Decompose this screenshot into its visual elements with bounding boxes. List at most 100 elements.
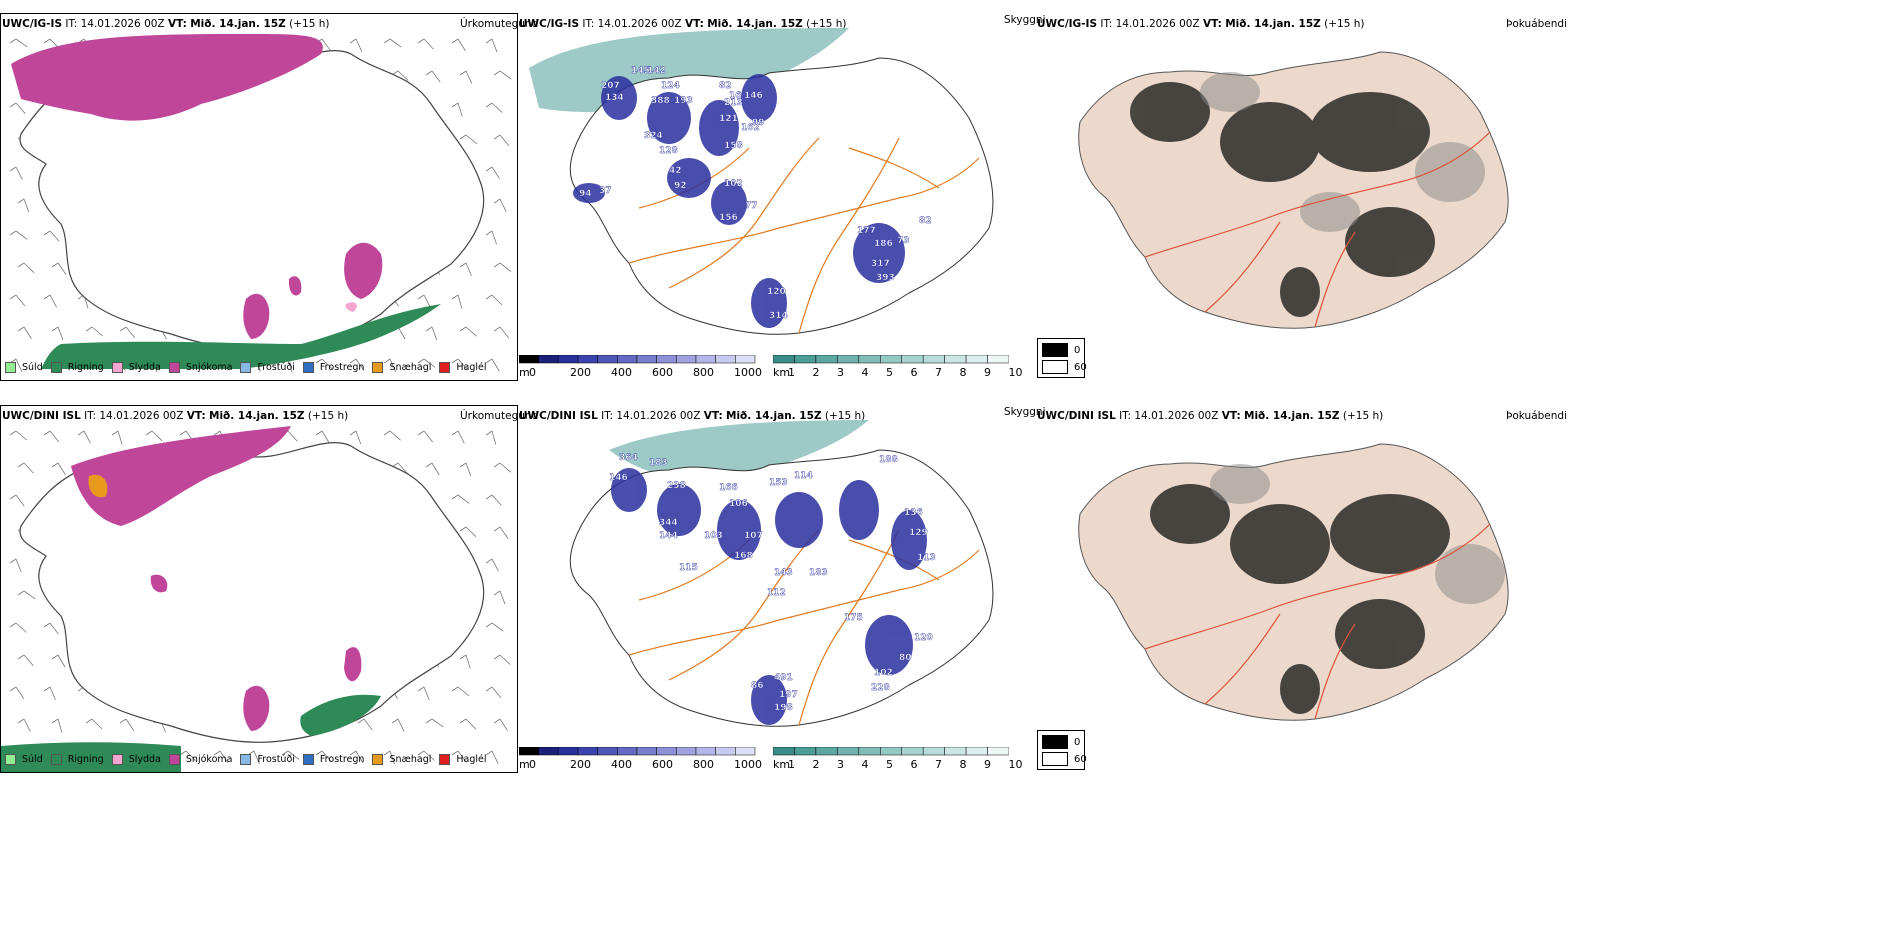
wind-barb-flag (493, 654, 501, 660)
wind-barb-flag (451, 430, 459, 436)
wind-barb-flag (179, 430, 187, 436)
scale-bin (794, 355, 817, 364)
cloud-label: 129 (909, 528, 928, 538)
wind-barb-flag (17, 198, 25, 204)
legend-label: Rigning (67, 362, 104, 373)
wind-barb-flag (357, 718, 365, 724)
wind-barb-flag (485, 358, 493, 364)
wind-barb (431, 326, 438, 341)
wind-barb-flag (349, 38, 357, 44)
cloud-label: 128 (659, 146, 678, 156)
scale-bin (944, 355, 967, 364)
wind-barb-flag (43, 686, 51, 692)
wind-barb-flag (9, 494, 17, 500)
cloud-label: 158 (724, 141, 743, 151)
wind-barb (423, 686, 430, 701)
wind-barb-flag (43, 294, 51, 300)
fog-map-dini (1078, 443, 1509, 721)
scale-bin (837, 747, 860, 756)
wind-barb (491, 558, 499, 572)
wind-barb-flag (459, 262, 467, 268)
wind-barb-flag (383, 430, 391, 436)
wind-barb (287, 750, 300, 760)
scale-bin (597, 355, 618, 364)
cloud-label: 86 (751, 681, 764, 691)
cloud-label: 175 (844, 613, 863, 623)
wind-barb-flag (43, 230, 51, 236)
legend-label: Rigning (67, 754, 104, 765)
wind-barb (15, 166, 23, 180)
wind-barb-flag (315, 750, 323, 756)
wind-barb (491, 750, 499, 764)
wind-barb-flag (485, 558, 493, 564)
snow-area (344, 647, 362, 682)
scale-bin (558, 355, 579, 364)
wind-barb-flag (9, 38, 17, 44)
scale-tick: 5 (886, 758, 893, 771)
wind-barb-flag (43, 38, 51, 44)
scale-tick: 1 (788, 758, 795, 771)
scale-tick: 800 (693, 758, 714, 771)
wind-barb (253, 750, 260, 765)
wind-barb-flag (493, 70, 501, 76)
wind-barb-flag (17, 326, 25, 332)
scale-bin (858, 355, 881, 364)
scale-bin (695, 747, 716, 756)
wind-barb-flag (485, 750, 493, 756)
cloud-label: 156 (719, 213, 738, 223)
cloud-label: 134 (605, 93, 624, 103)
legend-label: Snjókoma (185, 362, 233, 373)
wind-barb (491, 358, 500, 372)
scale-bin (695, 355, 716, 364)
legend-item: Haglél (439, 362, 487, 373)
wind-barb-flag (493, 198, 501, 204)
cloud-label: 80 (899, 653, 912, 663)
cloud-label: 228 (871, 683, 890, 693)
legend-label: Súld (22, 754, 43, 765)
cloud-label: 113 (917, 553, 936, 563)
wind-barb (499, 134, 510, 146)
scale-tick: 200 (570, 366, 591, 379)
visibility-unit: km (773, 758, 791, 771)
cloud-label: 114 (794, 471, 813, 481)
cloud-label: 112 (767, 588, 786, 598)
wind-barb-flag (9, 102, 17, 108)
wind-barb (15, 558, 22, 573)
scale-bin (636, 747, 657, 756)
wind-barb-flag (119, 326, 127, 332)
wind-barb-flag (451, 686, 459, 692)
legend-swatch (111, 362, 123, 373)
wind-barb-flag (383, 358, 391, 364)
wind-barb-flag (485, 686, 493, 692)
wind-barb (397, 70, 409, 81)
scale-bin (815, 747, 838, 756)
wind-barb-flag (145, 430, 153, 436)
cloud-label: 153 (769, 478, 788, 488)
wind-barb (15, 230, 28, 240)
wind-barb (457, 358, 468, 370)
fog-legend-label: 60 (1074, 361, 1087, 373)
scale-tick: 6 (910, 366, 918, 379)
fog-legend-swatch (1042, 360, 1068, 374)
wind-barb-flag (459, 70, 467, 76)
wind-barb-flag (417, 686, 425, 692)
legend-label: Snæhagl (389, 754, 432, 765)
wind-barb (465, 462, 472, 477)
wind-barb-flag (349, 750, 357, 756)
legend-item: Súld (5, 754, 43, 765)
wind-barb-flag (51, 718, 59, 724)
scale-tick: 1 (788, 366, 795, 379)
panel-type-label: Skyggni (1004, 14, 1046, 26)
wind-barb (321, 38, 331, 51)
cloud-label: 393 (876, 273, 895, 283)
scale-bin (837, 355, 860, 364)
wind-barb-flag (451, 358, 459, 364)
scale-tick: 600 (652, 366, 673, 379)
height-scale (519, 747, 756, 756)
cloud-label: 120 (767, 287, 786, 297)
scale-bin (880, 747, 902, 756)
panel-header: UWC/IG-IS IT: 14.01.2026 00Z VT: Mið. 14… (519, 18, 847, 30)
scale-tick: 1000 (734, 758, 762, 771)
wind-barb (389, 38, 402, 48)
legend-item: Rigning (50, 754, 104, 765)
